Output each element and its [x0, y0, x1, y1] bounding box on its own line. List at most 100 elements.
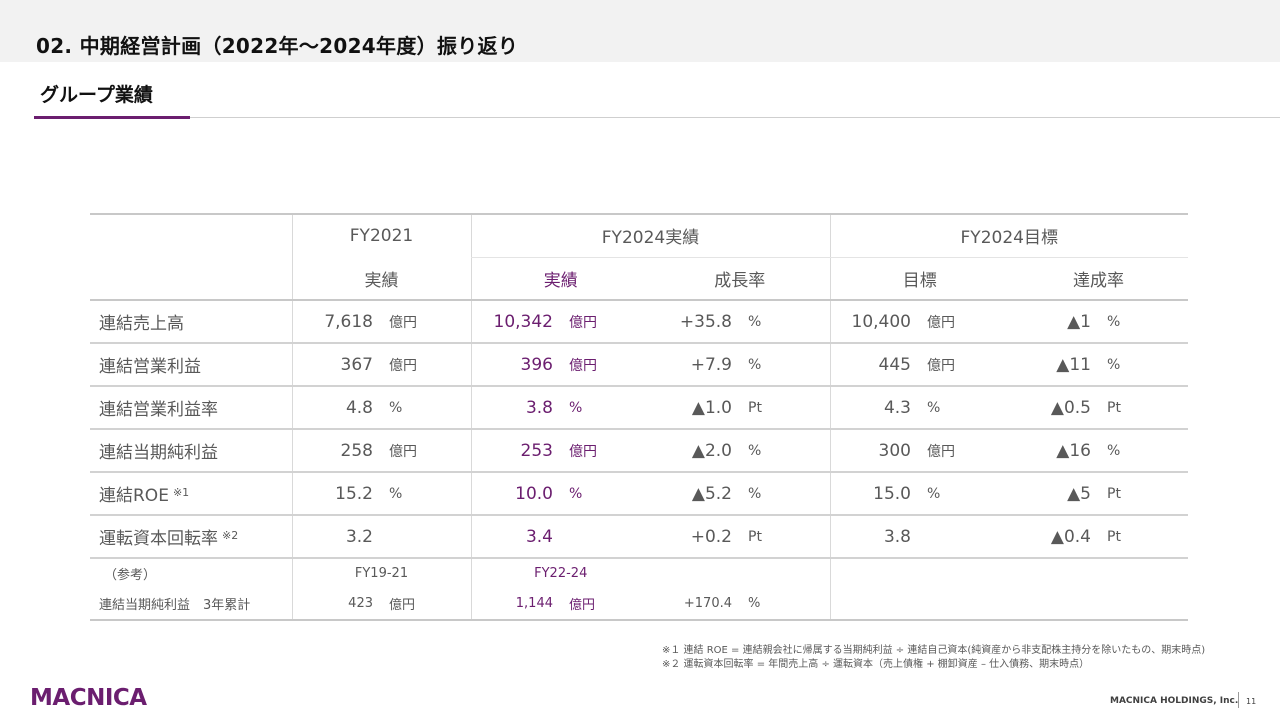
table-row: 連結当期純利益 258 億円 253 億円 ▲2.0 % 300 億円 ▲16 … [90, 429, 1188, 473]
row-label-cell: 連結ROE ※1 [90, 472, 292, 516]
fy2024-unit: 億円 [561, 429, 650, 473]
fy2021-unit [381, 515, 471, 559]
footnote-roe: ※１ 連結 ROE = 連結親会社に帰属する当期純利益 ÷ 連結自己資本(純資産… [662, 645, 1206, 656]
fy2024-value: 3.8 [470, 386, 561, 430]
row-label: 運転資本回転率 [99, 529, 218, 549]
fy2021-value: 4.8 [291, 386, 381, 430]
header-group-fy2024-target: FY2024目標 [829, 213, 1188, 258]
target-unit: % [919, 386, 1009, 430]
growth-unit: % [740, 429, 830, 473]
growth-value: ▲5.2 [650, 472, 740, 516]
reference-fy19-21-value: 423 [291, 587, 381, 621]
target-value: 10,400 [829, 300, 919, 344]
subheader-target: 目標 [829, 257, 1009, 301]
target-unit: 億円 [919, 343, 1009, 387]
footnote-working-capital: ※２ 運転資本回転率 = 年間売上高 ÷ 運転資本（売上債権 + 棚卸資産 – … [662, 659, 1090, 670]
fy2024-value: 396 [470, 343, 561, 387]
growth-unit: Pt [740, 386, 830, 430]
reference-row-label: 連結当期純利益 3年累計 [90, 587, 292, 621]
reference-growth-unit: % [740, 587, 830, 621]
footnotes: ※１ 連結 ROE = 連結親会社に帰属する当期純利益 ÷ 連結自己資本(純資産… [662, 644, 1205, 672]
reference-period-fy22-24: FY22-24 [470, 558, 650, 587]
fy2021-unit: 億円 [381, 343, 471, 387]
achievement-value: ▲16 [1009, 429, 1099, 473]
footnote-marker: ※1 [172, 486, 190, 499]
achievement-unit: Pt [1099, 515, 1188, 559]
fy2021-unit: % [381, 386, 471, 430]
growth-value: ▲2.0 [650, 429, 740, 473]
row-label-cell: 運転資本回転率 ※2 [90, 515, 292, 559]
results-table-container: FY2021 FY2024実績 FY2024目標 実績 実績 成長率 目標 達成… [90, 213, 1188, 621]
subtitle-accent-underline [34, 116, 190, 119]
growth-value: +0.2 [650, 515, 740, 559]
reference-fy22-24-unit: 億円 [561, 587, 650, 621]
reference-period-fy19-21: FY19-21 [291, 558, 471, 587]
target-value: 3.8 [829, 515, 919, 559]
table-row: 連結売上高 7,618 億円 10,342 億円 +35.8 % 10,400 … [90, 300, 1188, 344]
growth-unit: % [740, 300, 830, 344]
fy2021-value: 7,618 [291, 300, 381, 344]
growth-value: +35.8 [650, 300, 740, 344]
header-group-fy2024-actual: FY2024実績 [470, 213, 830, 258]
fy2021-value: 15.2 [291, 472, 381, 516]
fy2024-value: 10.0 [470, 472, 561, 516]
table-row: 運転資本回転率 ※2 3.2 3.4 +0.2 Pt 3.8 ▲0.4 Pt [90, 515, 1188, 559]
row-label: 連結売上高 [90, 300, 292, 344]
fy2024-unit: % [561, 472, 650, 516]
page-title: 02. 中期経営計画（2022年～2024年度）振り返り [36, 34, 519, 58]
footer-divider [1238, 692, 1239, 708]
row-label: 連結営業利益 [90, 343, 292, 387]
table-group-header-row: FY2021 FY2024実績 FY2024目標 [90, 213, 1188, 258]
fy2021-value: 367 [291, 343, 381, 387]
reference-empty-target-values [829, 587, 1188, 621]
reference-empty-target [829, 558, 1188, 587]
reference-header-row: （参考） FY19-21 FY22-24 [90, 558, 1188, 587]
reference-growth-value: +170.4 [650, 587, 740, 621]
growth-value: +7.9 [650, 343, 740, 387]
achievement-unit: % [1099, 343, 1188, 387]
fy2024-unit: % [561, 386, 650, 430]
subheader-achievement-rate: 達成率 [1009, 257, 1188, 301]
achievement-value: ▲11 [1009, 343, 1099, 387]
achievement-unit: % [1099, 429, 1188, 473]
table-subheader-row: 実績 実績 成長率 目標 達成率 [90, 257, 1188, 301]
subheader-empty-cell [90, 257, 292, 301]
page-number: 11 [1246, 697, 1257, 706]
reference-fy22-24-value: 1,144 [470, 587, 561, 621]
header-band: 02. 中期経営計画（2022年～2024年度）振り返り [0, 0, 1280, 62]
fy2021-unit: 億円 [381, 300, 471, 344]
macnica-logo: MACNICA [30, 685, 147, 711]
footer-company-name: MACNICA HOLDINGS, Inc. [1110, 696, 1239, 706]
section-subtitle: グループ業績 [40, 84, 153, 106]
fy2024-unit: 億円 [561, 300, 650, 344]
reference-value-row: 連結当期純利益 3年累計 423 億円 1,144 億円 +170.4 % [90, 587, 1188, 621]
table-row: 連結ROE ※1 15.2 % 10.0 % ▲5.2 % 15.0 % ▲5 P… [90, 472, 1188, 516]
reference-empty-growth [650, 558, 830, 587]
fy2024-value: 3.4 [470, 515, 561, 559]
target-unit: 億円 [919, 429, 1009, 473]
subheader-fy2024-actual: 実績 [470, 257, 650, 301]
achievement-value: ▲0.5 [1009, 386, 1099, 430]
achievement-value: ▲0.4 [1009, 515, 1099, 559]
header-empty-cell [90, 213, 292, 257]
fy2024-unit [561, 515, 650, 559]
target-value: 4.3 [829, 386, 919, 430]
fy2021-value: 3.2 [291, 515, 381, 559]
fy2024-unit: 億円 [561, 343, 650, 387]
table-row: 連結営業利益 367 億円 396 億円 +7.9 % 445 億円 ▲11 % [90, 343, 1188, 387]
target-value: 445 [829, 343, 919, 387]
growth-unit: % [740, 343, 830, 387]
growth-unit: Pt [740, 515, 830, 559]
target-unit: % [919, 472, 1009, 516]
target-unit: 億円 [919, 300, 1009, 344]
table-row: 連結営業利益率 4.8 % 3.8 % ▲1.0 Pt 4.3 % ▲0.5 P… [90, 386, 1188, 430]
fy2021-value: 258 [291, 429, 381, 473]
group-results-table: FY2021 FY2024実績 FY2024目標 実績 実績 成長率 目標 達成… [90, 213, 1188, 621]
achievement-unit: Pt [1099, 386, 1188, 430]
fy2024-value: 253 [470, 429, 561, 473]
header-group-fy2021: FY2021 [291, 213, 471, 257]
growth-unit: % [740, 472, 830, 516]
footnote-marker: ※2 [222, 529, 239, 542]
reference-fy19-21-unit: 億円 [381, 587, 471, 621]
subheader-growth-rate: 成長率 [650, 257, 830, 301]
